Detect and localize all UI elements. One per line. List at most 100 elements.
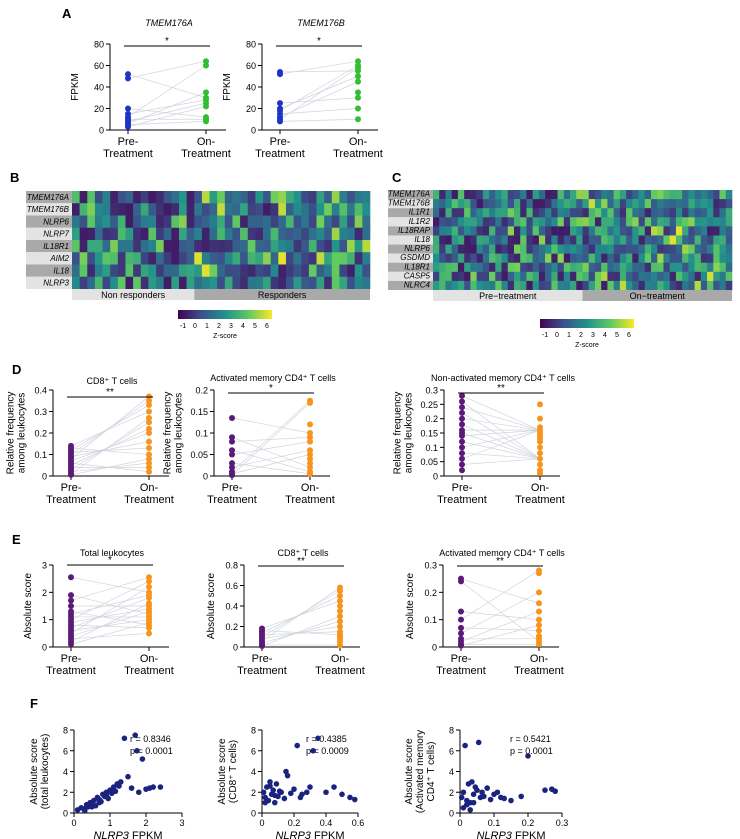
heatmap-cell: [278, 252, 287, 265]
heatmap-cell: [663, 271, 671, 282]
pre-point: [68, 592, 74, 599]
heatmap-cell: [576, 208, 583, 218]
y-axis-label-line: (Activated memory: [415, 730, 426, 813]
heatmap-cell: [688, 280, 695, 291]
heatmap-cell: [700, 199, 708, 209]
heatmap-cell: [688, 244, 695, 254]
y-tick-label: 0: [251, 126, 256, 136]
heatmap-cell: [247, 252, 256, 265]
heatmap-cell: [582, 235, 590, 245]
heatmap-cell: [669, 253, 677, 264]
legend-tick-label: 6: [265, 323, 269, 330]
y-axis-label-line: among leukocytes: [174, 393, 185, 474]
heatmap-cell: [669, 190, 677, 200]
scatter-point: [291, 786, 297, 792]
heatmap-cell: [557, 199, 565, 209]
pre-point: [68, 597, 74, 604]
on-point: [146, 438, 152, 445]
heatmap-cell: [582, 190, 590, 200]
on-point: [536, 641, 542, 648]
scatter-point: [469, 779, 475, 785]
chart-title: CD8⁺ T cells: [87, 376, 138, 386]
heatmap-cell: [263, 240, 271, 253]
y-tick-label: 0.15: [190, 407, 208, 417]
y-tick-label: 0: [432, 643, 437, 653]
heatmap-cell: [178, 264, 187, 278]
heatmap-cell: [217, 276, 226, 290]
chart-title: CD8⁺ T cells: [278, 548, 329, 558]
heatmap-cell: [331, 276, 340, 290]
heatmap-cell: [178, 276, 187, 290]
heatmap-cell: [301, 215, 310, 229]
x-tick-label: Pre-Treatment: [46, 482, 96, 506]
heatmap-cell: [148, 191, 157, 204]
row-label-band: [388, 226, 433, 236]
heatmap-cell: [308, 191, 317, 204]
pair-line: [231, 436, 311, 468]
heatmap-cell: [232, 252, 241, 265]
y-tick-label: 6: [251, 746, 256, 756]
heatmap-b: TMEM176A TMEM176B NLRP6 NLRP7 IL18R1 AIM2 IL18…: [26, 191, 371, 340]
heatmap-cell: [501, 244, 509, 254]
legend-tick-label: 0: [555, 332, 559, 339]
panel-letter-a: A: [62, 6, 72, 21]
heatmap-cell: [362, 227, 371, 241]
heatmap-cell: [570, 262, 577, 273]
heatmap-cell: [601, 262, 608, 273]
heatmap-cell: [194, 240, 203, 253]
heatmap-cell: [482, 235, 490, 245]
x-tick-label-line: Treatment: [124, 494, 174, 506]
panel-a: A TMEM176A020406080FPKMPre-TreatmentOn-T…: [62, 6, 383, 160]
x-tick-label: Pre-Treatment: [437, 482, 487, 506]
pair-line: [70, 611, 150, 626]
heatmap-cell: [316, 191, 325, 204]
x-tick-label: 0.3: [556, 818, 569, 828]
row-label-band: [26, 252, 72, 265]
x-tick-label-line: Treatment: [181, 148, 231, 160]
heatmap-cell: [675, 280, 683, 291]
heatmap-cell: [140, 252, 149, 265]
heatmap-cell: [700, 208, 708, 218]
heatmap-cell: [285, 264, 294, 278]
heatmap-cell: [308, 264, 317, 278]
heatmap-cell: [526, 253, 533, 264]
y-tick-label: 4: [449, 767, 454, 777]
heatmap-cell: [362, 215, 371, 229]
heatmap-cell: [563, 199, 571, 209]
heatmap-cell: [538, 253, 546, 264]
heatmap-cell: [570, 199, 577, 209]
heatmap-cell: [224, 227, 233, 241]
x-tick-label-line: Treatment: [103, 148, 153, 160]
heatmap-cell: [682, 253, 689, 264]
on-point: [146, 464, 152, 471]
on-point: [307, 451, 313, 458]
row-label: NLRC4: [404, 280, 431, 289]
heatmap-cell: [613, 271, 621, 282]
on-point: [146, 578, 152, 585]
heatmap-cell: [513, 271, 521, 282]
heatmap-cell: [362, 191, 371, 204]
on-point: [536, 627, 542, 634]
heatmap-cell: [324, 215, 333, 229]
heatmap-cell: [688, 262, 695, 273]
heatmap-cell: [613, 235, 621, 245]
heatmap-cell: [700, 280, 708, 291]
pair-line: [70, 576, 150, 601]
on-point: [337, 608, 343, 615]
heatmap-cell: [557, 262, 565, 273]
heatmap-cell: [247, 227, 256, 241]
heatmap-cell: [719, 208, 727, 218]
heatmap-cell: [285, 240, 294, 253]
x-tick-label-line: Treatment: [255, 148, 305, 160]
heatmap-cell: [657, 190, 664, 200]
heatmap-cell: [507, 280, 515, 291]
heatmap-cell: [445, 262, 452, 273]
heatmap-cell: [133, 240, 142, 253]
heatmap-cell: [619, 235, 627, 245]
heatmap-cell: [470, 271, 477, 282]
pair-line: [261, 621, 341, 644]
heatmap-cell: [247, 240, 256, 253]
on-point: [146, 624, 152, 631]
pre-point: [125, 75, 131, 82]
heatmap-cell: [501, 199, 509, 209]
